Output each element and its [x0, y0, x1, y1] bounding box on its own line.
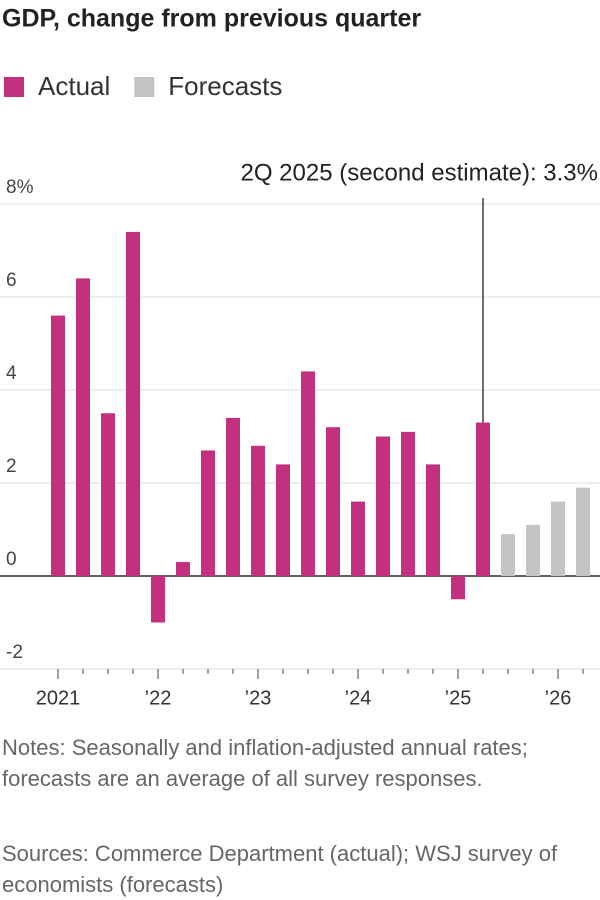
bar: [151, 576, 165, 623]
bar: [476, 422, 490, 576]
legend-label: Actual: [38, 71, 110, 101]
legend-swatch: [4, 77, 24, 97]
bar: [401, 431, 415, 576]
x-tick-label: ’22: [145, 687, 172, 709]
bar: [501, 534, 515, 576]
bar: [551, 501, 565, 576]
bar: [251, 445, 265, 576]
bar: [51, 315, 65, 576]
x-tick-label: ’23: [245, 687, 272, 709]
y-tick-label: -2: [6, 642, 23, 663]
bar: [376, 436, 390, 576]
bar: [326, 427, 340, 576]
y-tick-label: 6: [6, 270, 17, 291]
bar: [576, 487, 590, 576]
bar: [451, 576, 465, 600]
annotation: 2Q 2025 (second estimate): 3.3%: [240, 159, 598, 186]
y-tick-label: 2: [6, 456, 17, 477]
y-tick-label: 8%: [6, 177, 34, 198]
bar: [201, 450, 215, 576]
y-tick-label: 4: [6, 363, 17, 384]
x-tick-label: ’25: [445, 687, 472, 709]
bar: [176, 562, 190, 576]
x-tick-label: ’26: [545, 687, 572, 709]
chart-title: GDP, change from previous quarter: [2, 5, 421, 33]
x-tick-label: 2021: [36, 687, 81, 709]
legend-swatch: [134, 77, 155, 97]
bar: [276, 464, 290, 576]
bar: [526, 524, 540, 576]
legend-label: Forecasts: [168, 71, 282, 101]
bar: [76, 278, 90, 576]
bar: [351, 501, 365, 576]
x-tick-label: ’24: [345, 687, 372, 709]
bar: [226, 417, 240, 576]
chart: GDP, change from previous quarter 2Q 202…: [0, 5, 600, 709]
y-tick-label: 0: [6, 549, 17, 570]
bar: [426, 464, 440, 576]
bar: [301, 371, 315, 576]
sources: Sources: Commerce Department (actual); W…: [2, 841, 558, 897]
bar: [126, 231, 140, 576]
notes: Notes: Seasonally and inflation-adjusted…: [2, 735, 528, 791]
bar: [101, 413, 115, 576]
